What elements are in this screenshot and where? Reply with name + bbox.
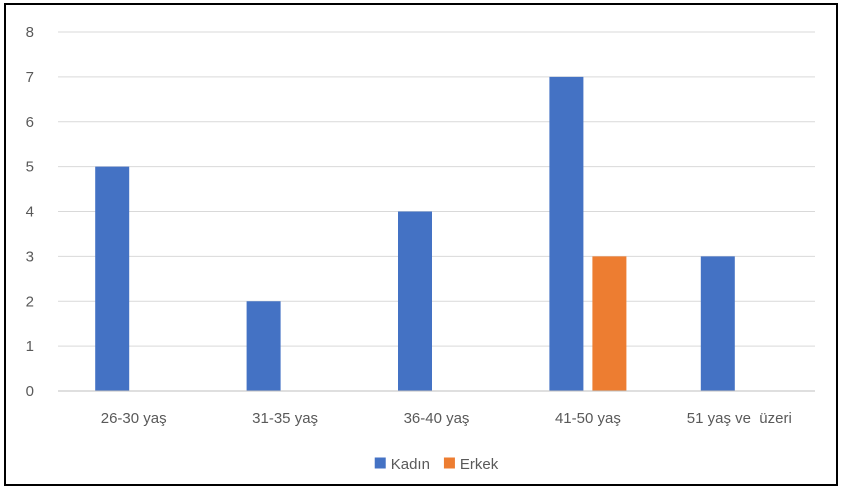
bar-kad-n-2 bbox=[398, 211, 432, 391]
bars bbox=[95, 76, 735, 391]
legend-label: Erkek bbox=[460, 456, 499, 473]
x-tick-label: 26-30 yaş bbox=[101, 410, 167, 427]
legend: Kadın Erkek bbox=[374, 456, 499, 473]
y-tick-label: 5 bbox=[26, 159, 34, 176]
x-tick-label: 51 yaş ve üzeri bbox=[687, 410, 792, 427]
y-axis-ticks: 0 1 2 3 4 5 6 7 8 bbox=[26, 24, 34, 400]
bar-kad-n-0 bbox=[95, 166, 130, 391]
gridlines bbox=[58, 31, 815, 347]
y-tick-label: 1 bbox=[26, 338, 34, 355]
x-tick-label: 41-50 yaş bbox=[555, 410, 621, 427]
legend-item-erkek: Erkek bbox=[443, 456, 499, 473]
x-tick-label: 36-40 yaş bbox=[404, 410, 470, 427]
y-tick-label: 3 bbox=[26, 248, 34, 265]
y-tick-label: 8 bbox=[26, 24, 34, 41]
legend-swatch bbox=[374, 457, 386, 469]
y-tick-label: 4 bbox=[26, 204, 34, 221]
legend-item-kad-n: Kadın bbox=[374, 456, 430, 473]
bar-kad-n-4 bbox=[700, 256, 735, 391]
y-tick-label: 7 bbox=[26, 69, 34, 86]
bar-erkek-3 bbox=[592, 256, 627, 391]
x-axis-ticks: 26-30 yaş 31-35 yaş 36-40 yaş 41-50 yaş 51 y… bbox=[101, 410, 792, 427]
legend-swatch bbox=[443, 457, 455, 469]
bar-kad-n-3 bbox=[549, 76, 584, 391]
bar-kad-n-1 bbox=[246, 301, 281, 391]
x-tick-label: 31-35 yaş bbox=[252, 410, 318, 427]
legend-label: Kadın bbox=[391, 456, 430, 473]
y-tick-label: 0 bbox=[26, 383, 34, 400]
y-tick-label: 6 bbox=[26, 114, 34, 131]
y-tick-label: 2 bbox=[26, 293, 34, 310]
